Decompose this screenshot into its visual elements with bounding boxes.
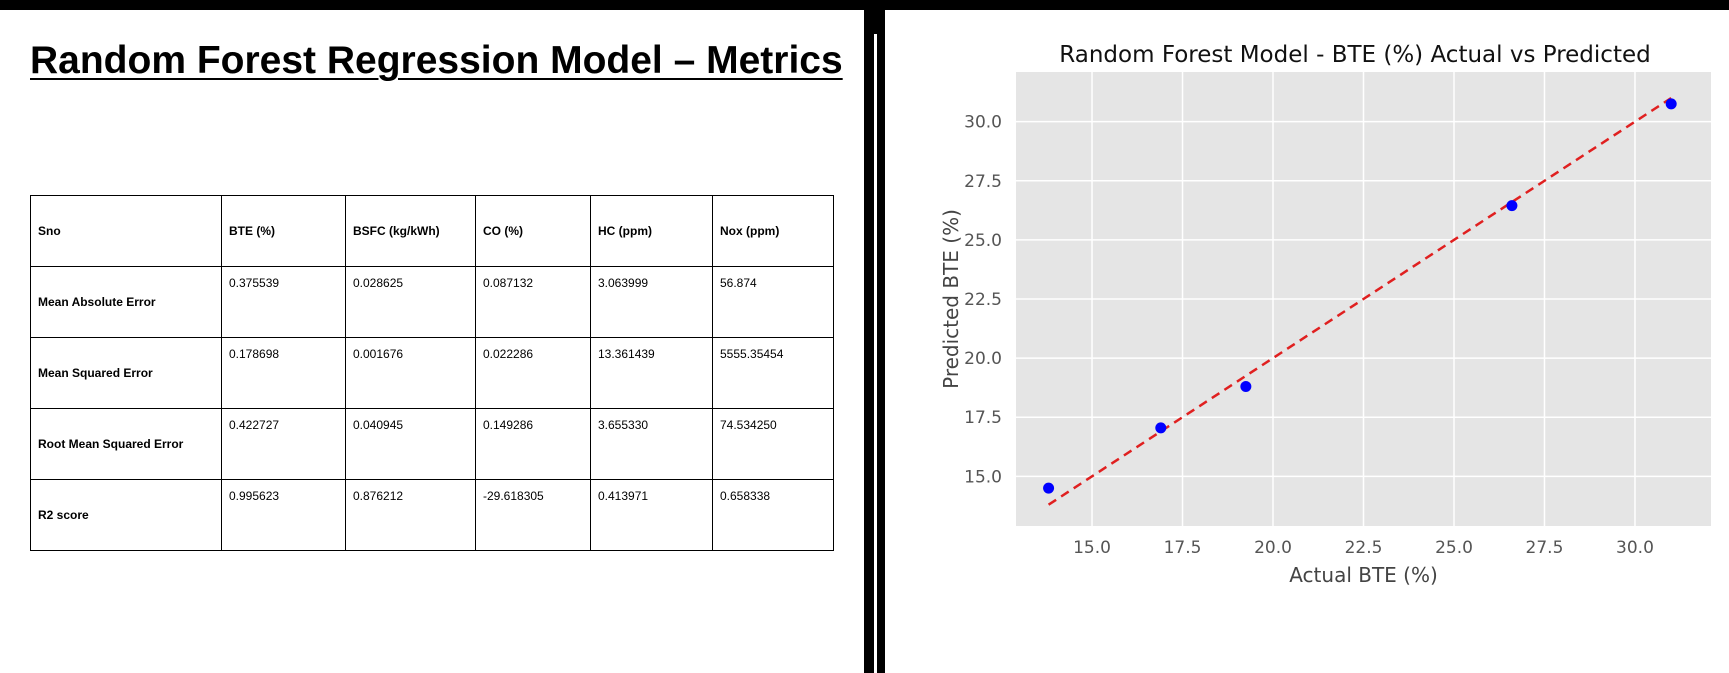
cell-value: 0.178698 [229, 347, 280, 361]
chart-title: Random Forest Model - BTE (%) Actual vs … [1059, 42, 1650, 68]
x-tick-label: 20.0 [1254, 538, 1292, 558]
table-cell: 0.087132 [475, 266, 591, 338]
cell-value: 74.534250 [720, 418, 777, 432]
y-tick-label: 20.0 [964, 349, 1002, 369]
x-tick-label: 22.5 [1345, 538, 1383, 558]
table-cell: 0.001676 [345, 337, 476, 409]
table-row: R2 score 0.995623 0.876212 -29.618305 0.… [30, 479, 834, 551]
x-tick-label: 17.5 [1164, 538, 1202, 558]
table-cell: 0.028625 [345, 266, 476, 338]
y-axis-label: Predicted BTE (%) [939, 209, 963, 389]
row-label: Mean Squared Error [30, 337, 222, 409]
cell-value: 0.087132 [483, 276, 534, 290]
table-cell: 0.022286 [475, 337, 591, 409]
table-cell: 3.655330 [590, 408, 713, 480]
cell-value: 0.028625 [353, 276, 404, 290]
table-cell: -29.618305 [475, 479, 591, 551]
table-cell: 0.876212 [345, 479, 476, 551]
table-header-row: Sno BTE (%) BSFC (kg/kWh) CO (%) HC (ppm… [30, 195, 834, 267]
table-cell: 0.413971 [590, 479, 713, 551]
page-title: Random Forest Regression Model – Metrics [30, 39, 843, 82]
chart-panel: Random Forest Model - BTE (%) Actual vs … [885, 10, 1729, 673]
cell-value: 0.022286 [483, 347, 534, 361]
table-cell: 0.658338 [712, 479, 834, 551]
table-cell: 0.422727 [221, 408, 346, 480]
cell-value: 3.655330 [598, 418, 649, 432]
ideal-fit-line [1047, 96, 1672, 506]
row-label: Mean Absolute Error [30, 266, 222, 338]
row-label: Root Mean Squared Error [30, 408, 222, 480]
x-tick-label: 15.0 [1073, 538, 1111, 558]
cell-value: 0.658338 [720, 489, 771, 503]
metrics-panel: Random Forest Regression Model – Metrics… [0, 10, 864, 673]
header-bte: BTE (%) [221, 195, 346, 267]
table-cell: 56.874 [712, 266, 834, 338]
y-tick-label: 30.0 [964, 113, 1002, 133]
table-row: Root Mean Squared Error 0.422727 0.04094… [30, 408, 834, 480]
data-point [1043, 482, 1055, 494]
data-point [1240, 380, 1252, 392]
cell-value: 0.040945 [353, 418, 404, 432]
y-tick-label: 25.0 [964, 231, 1002, 251]
table-cell: 0.995623 [221, 479, 346, 551]
cell-value: -29.618305 [483, 489, 544, 503]
table-cell: 0.149286 [475, 408, 591, 480]
table-row: Mean Squared Error 0.178698 0.001676 0.0… [30, 337, 834, 409]
table-cell: 0.375539 [221, 266, 346, 338]
series [1043, 96, 1677, 506]
cell-value: 0.001676 [353, 347, 404, 361]
table-cell: 0.178698 [221, 337, 346, 409]
cell-value: 56.874 [720, 276, 757, 290]
header-co: CO (%) [475, 195, 591, 267]
cell-value: 0.876212 [353, 489, 404, 503]
scatter-chart: Random Forest Model - BTE (%) Actual vs … [939, 42, 1711, 587]
x-axis-label: Actual BTE (%) [1289, 563, 1438, 587]
y-tick-label: 15.0 [964, 467, 1002, 487]
slide-divider-gap [874, 34, 877, 673]
cell-value: 13.361439 [598, 347, 655, 361]
data-point [1506, 200, 1518, 212]
table-cell: 0.040945 [345, 408, 476, 480]
cell-value: 0.422727 [229, 418, 280, 432]
cell-value: 0.375539 [229, 276, 280, 290]
header-bsfc: BSFC (kg/kWh) [345, 195, 476, 267]
data-point [1155, 422, 1167, 434]
header-nox: Nox (ppm) [712, 195, 834, 267]
cell-value: 0.413971 [598, 489, 649, 503]
row-label: R2 score [30, 479, 222, 551]
cell-value: 0.149286 [483, 418, 534, 432]
grid [1016, 72, 1711, 526]
header-sno: Sno [30, 195, 222, 267]
y-tick-label: 17.5 [964, 408, 1002, 428]
y-tick-label: 27.5 [964, 172, 1002, 192]
cell-value: 5555.35454 [720, 347, 784, 361]
cell-value: 0.995623 [229, 489, 280, 503]
data-point [1665, 98, 1677, 110]
metrics-table: Sno BTE (%) BSFC (kg/kWh) CO (%) HC (ppm… [30, 195, 834, 551]
tick-labels: 15.0 17.5 20.0 22.5 25.0 27.5 30.0 15.0 17.5 20.0… [964, 113, 1654, 558]
table-cell: 5555.35454 [712, 337, 834, 409]
x-tick-label: 25.0 [1435, 538, 1473, 558]
x-tick-label: 27.5 [1526, 538, 1564, 558]
x-tick-label: 30.0 [1616, 538, 1654, 558]
header-hc: HC (ppm) [590, 195, 713, 267]
table-cell: 74.534250 [712, 408, 834, 480]
y-tick-label: 22.5 [964, 290, 1002, 310]
table-row: Mean Absolute Error 0.375539 0.028625 0.… [30, 266, 834, 338]
table-cell: 13.361439 [590, 337, 713, 409]
cell-value: 3.063999 [598, 276, 649, 290]
table-cell: 3.063999 [590, 266, 713, 338]
